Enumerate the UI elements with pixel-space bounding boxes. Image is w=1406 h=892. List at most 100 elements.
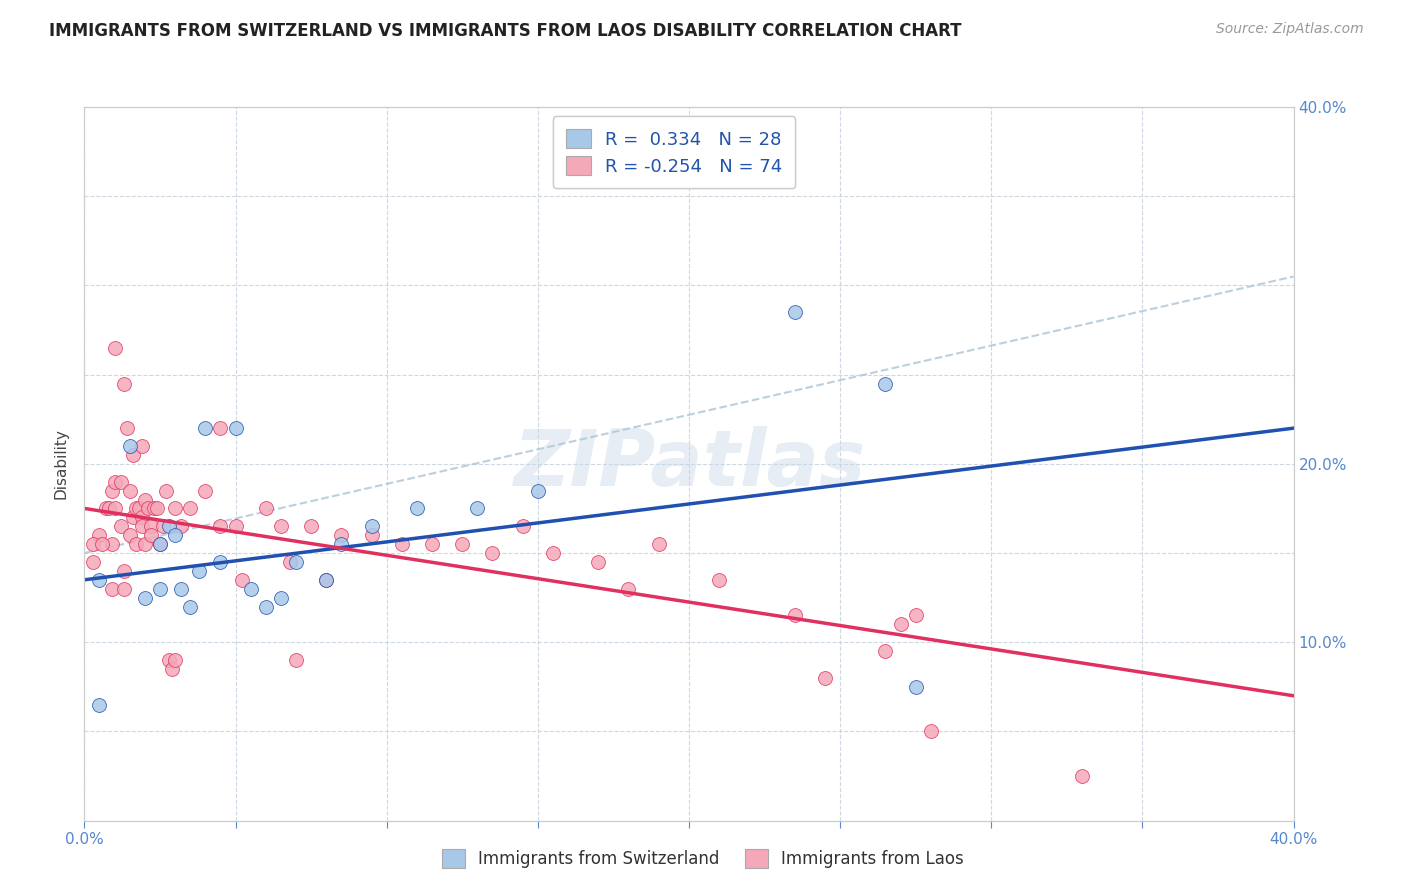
Point: [299, 519, 322, 533]
Point: [360, 519, 382, 533]
Point: [131, 510, 153, 524]
Point: [904, 680, 927, 694]
Point: [142, 501, 165, 516]
Point: [451, 537, 474, 551]
Point: [209, 519, 232, 533]
Point: [165, 653, 187, 667]
Point: [814, 671, 837, 685]
Point: [104, 341, 127, 355]
Point: [131, 519, 153, 533]
Point: [270, 591, 292, 605]
Point: [420, 537, 443, 551]
Point: [481, 546, 503, 560]
Point: [315, 573, 337, 587]
Point: [165, 528, 187, 542]
Point: [110, 475, 132, 489]
Point: [179, 599, 201, 614]
Point: [125, 501, 148, 516]
Y-axis label: Disability: Disability: [53, 428, 69, 500]
Point: [239, 582, 262, 596]
Point: [134, 591, 156, 605]
Point: [89, 573, 111, 587]
Point: [225, 519, 247, 533]
Point: [330, 528, 353, 542]
Point: [875, 376, 897, 391]
Point: [467, 501, 489, 516]
Point: [890, 617, 912, 632]
Point: [97, 501, 120, 516]
Point: [406, 501, 429, 516]
Point: [136, 501, 159, 516]
Point: [160, 662, 183, 676]
Point: [165, 501, 187, 516]
Point: [285, 653, 308, 667]
Point: [125, 537, 148, 551]
Point: [194, 421, 217, 435]
Point: [155, 483, 177, 498]
Point: [100, 582, 122, 596]
Point: [188, 564, 211, 578]
Point: [617, 582, 640, 596]
Point: [128, 501, 150, 516]
Point: [315, 573, 337, 587]
Point: [170, 519, 193, 533]
Point: [588, 555, 610, 569]
Point: [527, 483, 550, 498]
Legend: R =  0.334   N = 28, R = -0.254   N = 74: R = 0.334 N = 28, R = -0.254 N = 74: [553, 116, 796, 188]
Point: [709, 573, 731, 587]
Point: [100, 483, 122, 498]
Point: [254, 501, 277, 516]
Point: [152, 519, 174, 533]
Legend: Immigrants from Switzerland, Immigrants from Laos: Immigrants from Switzerland, Immigrants …: [434, 843, 972, 875]
Point: [118, 483, 141, 498]
Point: [648, 171, 671, 186]
Point: [104, 501, 127, 516]
Point: [82, 555, 104, 569]
Point: [254, 599, 277, 614]
Point: [112, 582, 135, 596]
Point: [82, 537, 104, 551]
Point: [209, 555, 232, 569]
Point: [139, 519, 162, 533]
Point: [783, 608, 806, 623]
Point: [648, 537, 671, 551]
Point: [225, 421, 247, 435]
Point: [115, 421, 138, 435]
Point: [512, 519, 534, 533]
Point: [875, 644, 897, 658]
Point: [149, 537, 172, 551]
Point: [112, 376, 135, 391]
Point: [391, 537, 413, 551]
Point: [194, 483, 217, 498]
Point: [146, 501, 169, 516]
Point: [360, 528, 382, 542]
Point: [134, 492, 156, 507]
Text: Source: ZipAtlas.com: Source: ZipAtlas.com: [1216, 22, 1364, 37]
Point: [179, 501, 201, 516]
Point: [89, 528, 111, 542]
Point: [89, 698, 111, 712]
Point: [121, 448, 143, 462]
Point: [110, 519, 132, 533]
Point: [157, 653, 180, 667]
Point: [920, 724, 942, 739]
Point: [541, 546, 564, 560]
Point: [118, 439, 141, 453]
Text: IMMIGRANTS FROM SWITZERLAND VS IMMIGRANTS FROM LAOS DISABILITY CORRELATION CHART: IMMIGRANTS FROM SWITZERLAND VS IMMIGRANT…: [49, 22, 962, 40]
Point: [783, 305, 806, 319]
Point: [118, 528, 141, 542]
Point: [1071, 769, 1094, 783]
Point: [170, 582, 193, 596]
Point: [285, 555, 308, 569]
Text: ZIPatlas: ZIPatlas: [513, 425, 865, 502]
Point: [139, 528, 162, 542]
Point: [91, 537, 114, 551]
Point: [278, 555, 301, 569]
Point: [209, 421, 232, 435]
Point: [149, 537, 172, 551]
Point: [131, 439, 153, 453]
Point: [94, 501, 117, 516]
Point: [157, 519, 180, 533]
Point: [112, 564, 135, 578]
Point: [134, 537, 156, 551]
